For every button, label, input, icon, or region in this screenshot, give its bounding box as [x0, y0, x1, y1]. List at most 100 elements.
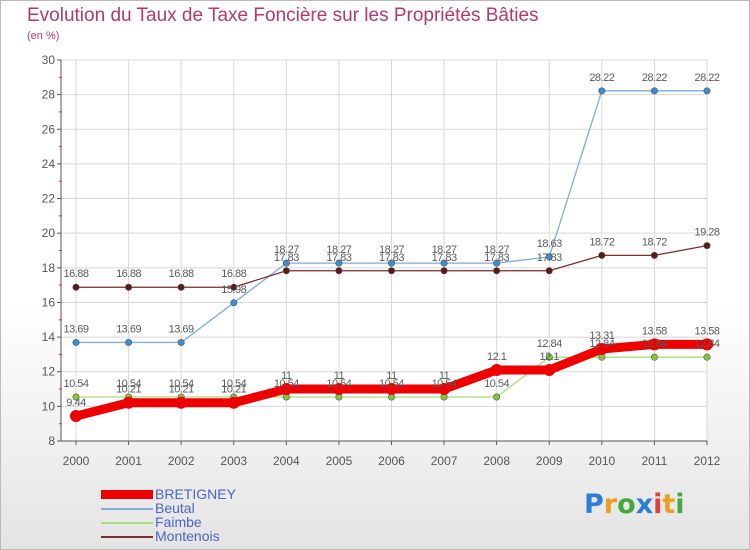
legend-swatch [101, 535, 153, 538]
data-point-beutal [230, 299, 238, 307]
data-label-beutal: 15.98 [221, 284, 246, 296]
data-label-bretigney: 12.1 [487, 351, 507, 363]
legend-item-faimbe: Faimbe [101, 515, 202, 530]
data-point-montenois [493, 267, 501, 275]
x-tick-label: 2004 [273, 454, 300, 468]
x-tick-label: 2008 [483, 454, 510, 468]
data-label-faimbe: 10.54 [63, 378, 88, 390]
data-point-bretigney [332, 383, 345, 396]
data-point-beutal [125, 338, 133, 346]
data-label-montenois: 17.83 [379, 252, 404, 264]
x-tick-label: 2001 [115, 454, 142, 468]
data-label-faimbe: 12.84 [589, 338, 614, 350]
legend-label: Montenois [155, 528, 220, 544]
chart-subtitle: (en %) [27, 30, 60, 42]
data-point-montenois [125, 283, 133, 291]
y-tick-label: 28 [42, 88, 56, 102]
data-label-bretigney: 10.21 [169, 384, 194, 396]
data-label-faimbe: 10.54 [379, 378, 404, 390]
data-point-bretigney [490, 363, 503, 376]
logo-letter: P [584, 489, 604, 520]
data-point-bretigney [543, 363, 556, 376]
legend-label: BRETIGNEY [155, 486, 236, 502]
data-label-faimbe: 10.54 [326, 378, 351, 390]
data-point-bretigney [280, 383, 293, 396]
x-tick-label: 2003 [220, 454, 247, 468]
y-tick-label: 26 [42, 122, 56, 136]
data-label-bretigney: 11 [334, 370, 345, 382]
data-point-bretigney [648, 338, 661, 351]
data-label-beutal: 18.27 [484, 244, 509, 256]
data-point-bretigney [227, 396, 240, 409]
data-label-montenois: 16.88 [169, 268, 194, 280]
data-point-beutal [282, 259, 290, 267]
chart-title: Evolution du Taux de Taxe Foncière sur l… [27, 5, 539, 26]
logo-letter: x [635, 489, 654, 520]
legend-swatch [101, 507, 153, 510]
data-point-faimbe [493, 393, 501, 401]
data-label-bretigney: 9.44 [66, 397, 86, 409]
data-label-bretigney: 13.58 [642, 325, 667, 337]
data-label-faimbe: 12.84 [537, 338, 562, 350]
data-label-bretigney: 13.31 [589, 330, 614, 342]
data-label-montenois: 16.88 [221, 268, 246, 280]
legend-item-montenois: Montenois [101, 529, 220, 544]
data-point-bretigney [438, 383, 451, 396]
x-tick-label: 2012 [694, 454, 721, 468]
data-point-beutal [650, 87, 658, 95]
data-point-beutal [703, 87, 711, 95]
x-tick-label: 2010 [588, 454, 615, 468]
x-tick-label: 2009 [536, 454, 563, 468]
data-point-beutal [598, 87, 606, 95]
data-label-montenois: 17.83 [537, 252, 562, 264]
data-label-bretigney: 10.21 [221, 384, 246, 396]
y-tick-label: 8 [48, 434, 55, 448]
data-point-faimbe [72, 393, 80, 401]
data-label-beutal: 18.27 [326, 244, 351, 256]
data-point-bretigney [122, 396, 135, 409]
logo-letter: r [603, 489, 618, 520]
x-tick-label: 2005 [326, 454, 353, 468]
logo-letter: i [675, 489, 685, 520]
data-label-beutal: 28.22 [589, 72, 614, 84]
data-point-montenois [335, 267, 343, 275]
data-label-montenois: 17.83 [432, 252, 457, 264]
data-point-montenois [282, 267, 290, 275]
data-point-faimbe [703, 353, 711, 361]
x-tick-label: 2007 [431, 454, 458, 468]
proxiti-logo: Proxiti [584, 489, 685, 520]
data-label-beutal: 13.69 [169, 323, 194, 335]
y-tick-label: 30 [42, 53, 56, 67]
y-tick-label: 16 [42, 295, 56, 309]
legend-item-beutal: Beutal [101, 501, 195, 516]
legend-item-bretigney: BRETIGNEY [101, 487, 236, 502]
data-label-bretigney: 11 [439, 370, 450, 382]
data-point-montenois [72, 283, 80, 291]
data-label-faimbe: 10.54 [221, 378, 246, 390]
y-tick-label: 20 [42, 226, 56, 240]
data-label-beutal: 28.22 [642, 72, 667, 84]
data-label-bretigney: 13.58 [694, 325, 719, 337]
data-point-montenois [598, 251, 606, 259]
data-label-montenois: 19.28 [694, 227, 719, 239]
y-tick-label: 12 [42, 365, 56, 379]
data-point-montenois [230, 283, 238, 291]
data-label-beutal: 18.27 [379, 244, 404, 256]
data-point-bretigney [70, 410, 82, 423]
data-label-faimbe: 12.84 [694, 338, 719, 350]
data-label-beutal: 18.63 [537, 238, 562, 250]
y-tick-label: 14 [42, 330, 56, 344]
data-label-faimbe: 12.84 [642, 338, 667, 350]
legend-swatch [101, 521, 153, 524]
data-point-montenois [387, 267, 395, 275]
data-point-bretigney [701, 338, 713, 351]
data-label-bretigney: 10.21 [116, 384, 141, 396]
y-tick-label: 22 [42, 192, 56, 206]
y-tick-label: 18 [42, 261, 56, 275]
y-tick-label: 10 [42, 399, 56, 413]
data-point-beutal [177, 338, 185, 346]
data-point-beutal [72, 338, 80, 346]
data-label-montenois: 17.83 [484, 252, 509, 264]
